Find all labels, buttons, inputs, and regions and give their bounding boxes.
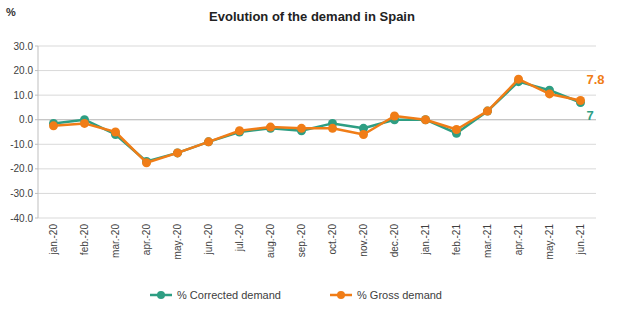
- grid-line: [38, 218, 596, 219]
- legend-label: % Gross demand: [357, 289, 442, 301]
- series-point: [483, 107, 492, 116]
- series-line: [54, 79, 581, 163]
- series-point: [452, 125, 461, 134]
- series-point: [483, 107, 492, 116]
- x-tick-label: jan.-21: [420, 224, 431, 256]
- series-point: [173, 148, 182, 157]
- series: [49, 75, 585, 168]
- x-tick-label: feb.-20: [79, 224, 90, 256]
- y-axis-label: %: [6, 6, 16, 18]
- x-tick-label: aug.-20: [265, 224, 276, 258]
- x-tick-label: nov.-20: [358, 224, 369, 257]
- grid-line: [38, 95, 596, 96]
- legend-marker: [157, 291, 165, 299]
- x-tick-label: jun.-21: [575, 224, 586, 256]
- x-tick-label: oct.-20: [327, 224, 338, 255]
- series-point: [421, 115, 430, 124]
- grid-line: [38, 70, 596, 71]
- plot-area: [49, 75, 585, 168]
- legend-marker: [337, 291, 345, 299]
- series-point: [266, 123, 275, 132]
- series-point: [514, 75, 523, 84]
- annotation: 7: [587, 108, 594, 123]
- x-tick-label: mar.-21: [482, 224, 493, 258]
- y-tick-label: 10.0: [14, 90, 34, 101]
- series: [49, 77, 585, 166]
- x-tick-label: apr.-20: [141, 224, 152, 256]
- title: Evolution of the demand in Spain: [209, 9, 415, 24]
- y-axis: [38, 46, 39, 218]
- series-point: [359, 130, 368, 139]
- legend: % Corrected demand % Gross demand: [150, 289, 442, 301]
- series-point: [173, 148, 182, 157]
- x-tick-label: mar.-20: [110, 224, 121, 258]
- x-tick-label: may.-21: [544, 224, 555, 260]
- y-tick-label: 30.0: [14, 41, 34, 52]
- series-point: [235, 126, 244, 135]
- x-tick-label: sep.-20: [296, 224, 307, 258]
- grid-line: [38, 144, 596, 145]
- x-tick-label: dec.-20: [389, 224, 400, 258]
- chart: Evolution of the demand in Spain% -40.0 -3…: [0, 0, 623, 309]
- series-point: [297, 124, 306, 133]
- y-tick-label: -20.0: [10, 163, 33, 174]
- series-point: [328, 124, 337, 133]
- x-tick-label: may.-20: [172, 224, 183, 260]
- grid-line: [38, 119, 596, 120]
- zero-line: [38, 119, 596, 120]
- series-point: [49, 121, 58, 130]
- series-point: [204, 137, 213, 146]
- series-point: [142, 158, 151, 167]
- y-tick-label: -10.0: [10, 139, 33, 150]
- grid-line: [38, 46, 596, 47]
- series-point: [545, 89, 554, 98]
- grid: [35, 46, 596, 218]
- series-point: [80, 119, 89, 128]
- y-tick-label: 20.0: [14, 65, 34, 76]
- x-tick-label: apr.-21: [513, 224, 524, 256]
- x-tick-label: jul.-20: [234, 224, 245, 253]
- legend-label: % Corrected demand: [177, 289, 281, 301]
- series-point: [576, 96, 585, 105]
- grid-line: [38, 193, 596, 194]
- y-tick-label: -30.0: [10, 188, 33, 199]
- y-tick-label: -40.0: [10, 213, 33, 224]
- series-point: [390, 112, 399, 121]
- x-tick-label: feb.-21: [451, 224, 462, 256]
- x-tick-label: jan.-20: [48, 224, 59, 256]
- annotation: 7.8: [587, 72, 605, 87]
- y-tick-label: 0.0: [19, 114, 33, 125]
- series-point: [204, 137, 213, 146]
- series-point: [111, 128, 120, 137]
- x-tick-label: jun.-20: [203, 224, 214, 256]
- grid-line: [38, 168, 596, 169]
- series-point: [421, 115, 430, 124]
